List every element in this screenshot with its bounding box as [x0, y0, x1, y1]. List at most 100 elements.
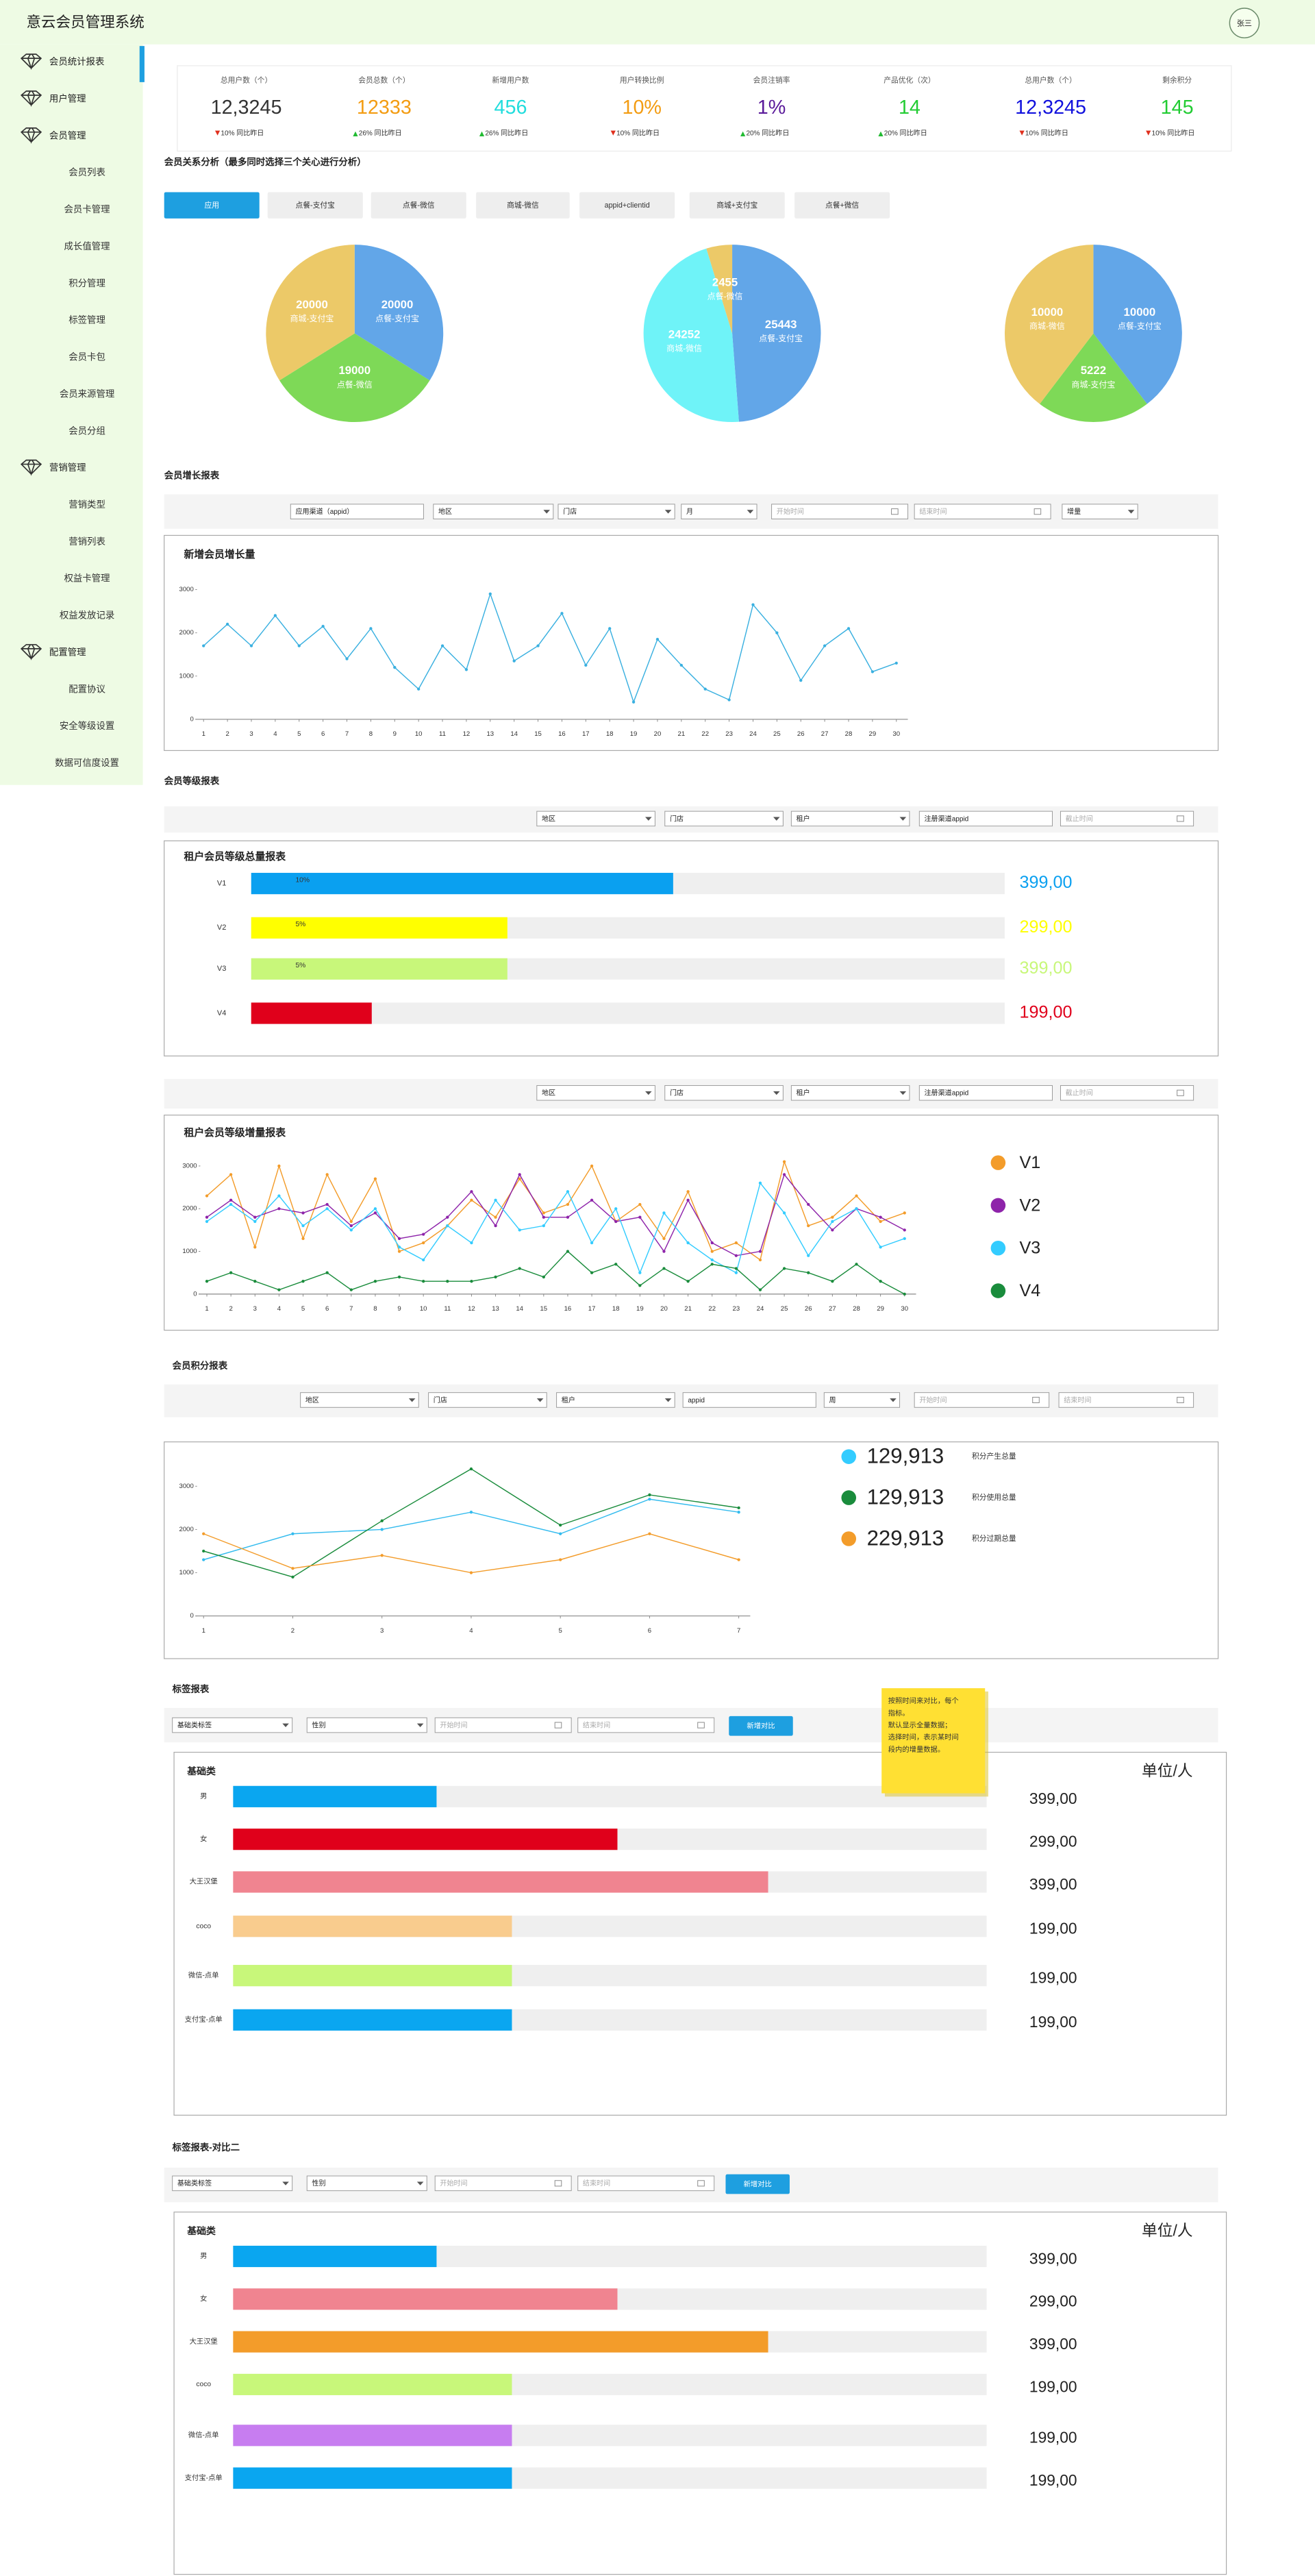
tab-label[interactable]: 点餐+微信 — [825, 201, 860, 210]
data-point — [470, 1198, 473, 1202]
tab-label[interactable]: 点餐-微信 — [403, 201, 435, 210]
tab[interactable] — [476, 192, 570, 219]
compare-button[interactable] — [725, 2174, 790, 2194]
stat-label: 会员总数（个） — [358, 75, 410, 84]
filter-input[interactable] — [918, 1085, 1053, 1101]
filter-select[interactable] — [172, 2175, 293, 2192]
data-point — [590, 1241, 594, 1245]
trend-arrow — [1146, 130, 1151, 136]
tab[interactable] — [579, 192, 675, 219]
menu-item[interactable]: 会员管理 — [49, 130, 86, 140]
menu-item[interactable]: 会员统计报表 — [49, 57, 104, 67]
tab-label[interactable]: 商城+支付宝 — [716, 201, 757, 210]
data-point — [903, 1292, 906, 1296]
data-point — [679, 663, 683, 667]
submenu-item[interactable]: 营销列表 — [68, 536, 105, 547]
filter-input[interactable] — [918, 810, 1053, 827]
filter-date[interactable] — [577, 2175, 715, 2192]
filter-select[interactable] — [681, 504, 757, 519]
submenu-item[interactable]: 权益卡管理 — [64, 573, 110, 584]
filter-select[interactable] — [428, 1392, 547, 1408]
submenu-item[interactable]: 安全等级设置 — [60, 720, 114, 731]
filter-select[interactable] — [1062, 504, 1138, 519]
data-point — [703, 687, 707, 691]
tab[interactable] — [164, 192, 260, 219]
data-point — [397, 1237, 401, 1241]
submenu-item[interactable]: 标签管理 — [68, 314, 105, 325]
trend-arrow — [1019, 130, 1025, 136]
tab[interactable] — [267, 192, 363, 219]
submenu-item[interactable]: 会员卡包 — [68, 352, 105, 362]
filter-date[interactable] — [1060, 1085, 1194, 1101]
filter-select[interactable] — [558, 504, 675, 519]
filter-date[interactable] — [434, 1717, 572, 1733]
filter-date[interactable] — [1058, 1392, 1194, 1408]
stat-value: 14 — [899, 97, 920, 119]
filter-select[interactable] — [536, 810, 655, 827]
submenu-item[interactable]: 权益发放记录 — [60, 610, 114, 621]
legend-dot — [990, 1198, 1006, 1213]
bar-amount: 199,00 — [1029, 2013, 1077, 2031]
filter-select[interactable] — [664, 810, 784, 827]
submenu-item[interactable]: 配置协议 — [68, 684, 105, 694]
slice-value: 20000 — [296, 298, 328, 311]
filter-select[interactable] — [790, 810, 910, 827]
chart-title: 租户会员等级增量报表 — [184, 1126, 286, 1139]
filter-select[interactable] — [306, 2175, 427, 2192]
filter-date[interactable] — [914, 504, 1051, 519]
data-point — [590, 1198, 594, 1202]
data-point — [494, 1224, 497, 1228]
menu-item[interactable]: 配置管理 — [49, 647, 86, 657]
data-point — [373, 1207, 377, 1211]
menu-item[interactable]: 用户管理 — [49, 93, 86, 104]
filter-select[interactable] — [664, 1085, 784, 1101]
tab-label[interactable]: 商城-微信 — [507, 201, 539, 210]
filter-select[interactable] — [556, 1392, 675, 1408]
filter-date[interactable] — [914, 1392, 1050, 1408]
menu-item[interactable]: 营销管理 — [49, 462, 86, 473]
filter-select[interactable] — [172, 1717, 293, 1733]
filter-date[interactable] — [434, 2175, 572, 2192]
submenu-item[interactable]: 成长值管理 — [64, 241, 110, 251]
filter-input[interactable] — [682, 1392, 816, 1408]
y-tick-label: 2000 — [179, 629, 194, 636]
tab-label[interactable]: appid+clientid — [605, 201, 650, 210]
data-point — [903, 1228, 906, 1232]
filter-select[interactable] — [300, 1392, 419, 1408]
compare-button[interactable] — [729, 1716, 793, 1736]
bar-category: 男 — [200, 1792, 207, 1800]
submenu-item[interactable]: 营销类型 — [68, 499, 105, 510]
filter-date[interactable] — [1060, 810, 1194, 827]
data-point — [655, 637, 660, 641]
tab[interactable] — [689, 192, 785, 219]
stat-change: 26% — [485, 130, 499, 138]
x-tick-label: 21 — [684, 1305, 692, 1313]
filter-date[interactable] — [771, 504, 909, 519]
data-point — [590, 1271, 594, 1274]
filter-select[interactable] — [823, 1392, 901, 1408]
filter-select[interactable] — [790, 1085, 910, 1101]
avatar[interactable] — [1229, 8, 1260, 38]
submenu-item[interactable]: 积分管理 — [68, 278, 105, 288]
submenu-item[interactable]: 会员分组 — [68, 425, 105, 436]
bar — [233, 2009, 512, 2031]
data-line — [203, 592, 897, 704]
filter-date[interactable] — [577, 1717, 715, 1733]
summary-dot — [841, 1531, 857, 1546]
group-title: 基础类 — [186, 2225, 216, 2236]
x-tick-label: 5 — [297, 730, 301, 738]
filter-select[interactable] — [433, 504, 554, 519]
submenu-item[interactable]: 数据可信度设置 — [55, 758, 119, 768]
filter-input[interactable] — [290, 504, 424, 519]
submenu-item[interactable]: 会员列表 — [68, 167, 105, 177]
tab[interactable] — [371, 192, 466, 219]
tab-label[interactable]: 点餐-支付宝 — [296, 201, 336, 210]
x-tick-label: 29 — [869, 730, 877, 738]
submenu-item[interactable]: 会员来源管理 — [60, 388, 114, 399]
tab-label[interactable]: 应用 — [204, 201, 219, 210]
submenu-item[interactable]: 会员卡管理 — [64, 204, 110, 214]
data-point — [871, 670, 875, 673]
tab[interactable] — [794, 192, 890, 219]
filter-select[interactable] — [306, 1717, 427, 1733]
filter-select[interactable] — [536, 1085, 655, 1101]
